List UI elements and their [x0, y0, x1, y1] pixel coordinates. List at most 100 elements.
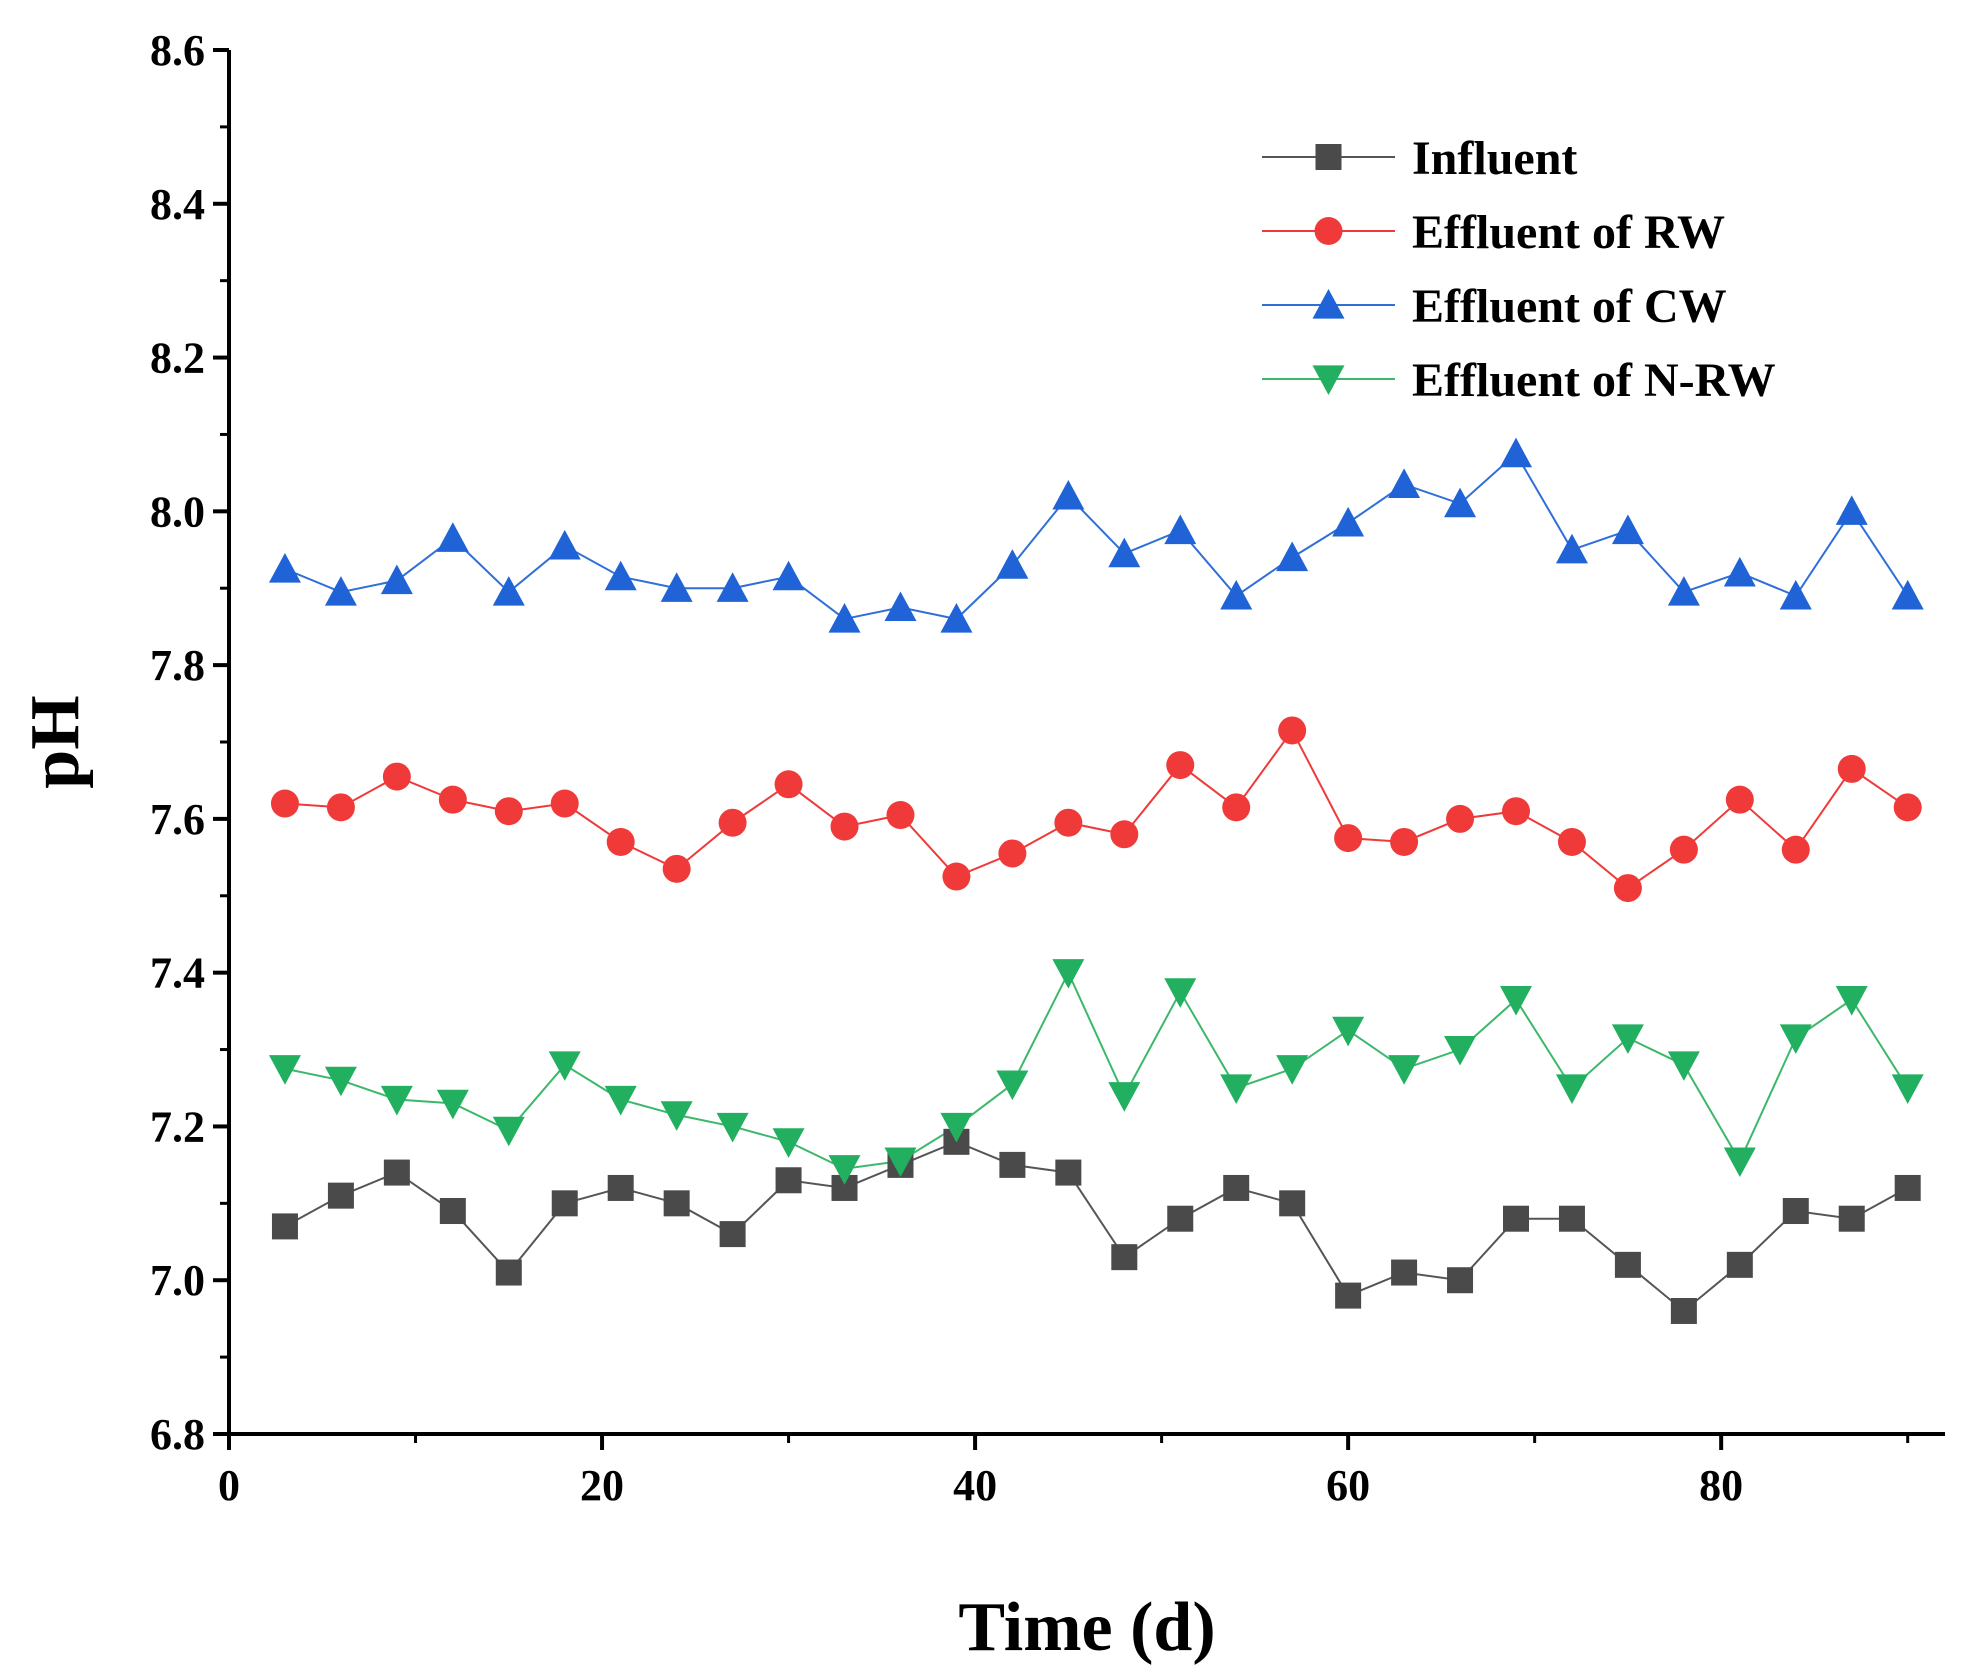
- legend-label-influent: Influent: [1412, 132, 1577, 185]
- legend-label-effluent-of-cw: Effluent of CW: [1412, 280, 1727, 333]
- data-point-effluent-of-n-rw: [1779, 1024, 1812, 1055]
- series-lines: [284, 452, 1909, 1313]
- legend-label-effluent-of-n-rw: Effluent of N-RW: [1412, 354, 1776, 407]
- legend: Influent Effluent of RW Effluent of CW Effl…: [1262, 132, 1776, 407]
- data-point-effluent-of-cw: [1164, 514, 1197, 545]
- y-tick-label: 8.4: [150, 180, 205, 229]
- data-point-effluent-of-cw: [1891, 579, 1924, 610]
- data-point-influent: [775, 1167, 802, 1194]
- data-point-influent: [1055, 1159, 1082, 1186]
- data-point-effluent-of-n-rw: [268, 1055, 301, 1085]
- data-point-effluent-of-n-rw: [492, 1116, 525, 1147]
- data-point-effluent-of-n-rw: [716, 1112, 749, 1143]
- data-point-effluent-of-rw: [1502, 797, 1530, 826]
- data-point-effluent-of-cw: [604, 560, 637, 591]
- data-point-effluent-of-n-rw: [1052, 959, 1085, 989]
- data-point-effluent-of-n-rw: [1500, 985, 1532, 1016]
- data-point-effluent-of-n-rw: [1164, 978, 1197, 1008]
- data-point-effluent-of-cw: [1052, 479, 1085, 510]
- data-point-effluent-of-rw: [1613, 874, 1642, 903]
- data-point-effluent-of-cw: [492, 576, 525, 606]
- data-point-effluent-of-rw: [1725, 785, 1754, 814]
- data-point-influent: [271, 1213, 298, 1240]
- data-point-effluent-of-cw: [1555, 533, 1588, 564]
- data-point-effluent-of-n-rw: [828, 1155, 861, 1185]
- data-point-effluent-of-rw: [662, 854, 691, 883]
- data-point-effluent-of-rw: [494, 797, 523, 826]
- y-tick-label: 8.2: [150, 334, 205, 383]
- data-point-influent: [607, 1174, 634, 1201]
- data-point-influent: [495, 1259, 522, 1286]
- data-point-effluent-of-rw: [886, 801, 915, 830]
- series-line-effluent-of-n-rw: [284, 970, 1909, 1170]
- data-point-influent: [719, 1221, 746, 1248]
- y-tick-label: 6.8: [150, 1410, 205, 1459]
- y-tick-label: 7.2: [150, 1102, 205, 1151]
- data-point-effluent-of-n-rw: [1723, 1147, 1756, 1178]
- data-point-influent: [1335, 1282, 1362, 1309]
- data-point-effluent-of-n-rw: [884, 1147, 917, 1178]
- data-point-influent: [1726, 1251, 1753, 1278]
- data-point-effluent-of-cw: [268, 553, 301, 583]
- legend-marker-effluent-of-n-rw: [1312, 365, 1345, 395]
- y-tick-label: 8.6: [150, 26, 205, 75]
- legend-label-effluent-of-rw: Effluent of RW: [1412, 206, 1725, 259]
- data-point-influent: [1167, 1205, 1194, 1232]
- data-point-effluent-of-n-rw: [436, 1089, 469, 1120]
- data-point-influent: [1447, 1267, 1474, 1294]
- data-point-effluent-of-n-rw: [1388, 1055, 1421, 1085]
- data-point-effluent-of-n-rw: [1332, 1016, 1365, 1047]
- data-point-effluent-of-cw: [1276, 541, 1309, 572]
- data-point-effluent-of-rw: [830, 812, 859, 841]
- data-point-effluent-of-n-rw: [1276, 1055, 1309, 1085]
- data-point-effluent-of-rw: [1222, 793, 1251, 822]
- data-point-influent: [551, 1190, 578, 1217]
- data-point-effluent-of-cw: [716, 572, 749, 602]
- data-point-effluent-of-cw: [1500, 437, 1532, 468]
- data-point-effluent-of-rw: [1278, 716, 1307, 745]
- y-tick-label: 7.0: [150, 1256, 205, 1305]
- legend-marker-influent: [1315, 144, 1342, 170]
- data-point-effluent-of-cw: [1779, 579, 1812, 610]
- data-point-influent: [1279, 1190, 1306, 1217]
- y-tick-label: 7.4: [150, 949, 205, 998]
- data-point-effluent-of-cw: [996, 549, 1029, 579]
- data-point-effluent-of-cw: [1723, 556, 1756, 587]
- data-point-effluent-of-cw: [548, 529, 581, 560]
- data-point-effluent-of-cw: [1220, 579, 1253, 610]
- data-point-effluent-of-cw: [436, 522, 469, 552]
- data-point-effluent-of-n-rw: [1611, 1024, 1644, 1055]
- data-point-influent: [1558, 1205, 1585, 1232]
- axis-ticks: 6.8 7.0 7.2 7.4 7.6 7.8 8.0 8.2 8.4 8.6 0 20 40 60 80: [150, 26, 1910, 1510]
- x-tick-label: 20: [580, 1461, 624, 1510]
- data-point-effluent-of-cw: [1332, 506, 1365, 537]
- data-point-effluent-of-cw: [324, 576, 357, 606]
- data-point-effluent-of-rw: [942, 862, 971, 891]
- data-point-effluent-of-n-rw: [380, 1085, 413, 1116]
- data-point-effluent-of-n-rw: [772, 1128, 805, 1158]
- x-axis-title: Time (d): [958, 1589, 1215, 1666]
- series-markers: [268, 437, 1924, 1324]
- data-point-effluent-of-rw: [1893, 793, 1922, 822]
- data-point-effluent-of-rw: [998, 839, 1027, 868]
- data-point-effluent-of-rw: [1446, 804, 1475, 833]
- data-point-effluent-of-rw: [270, 789, 299, 818]
- data-point-effluent-of-rw: [1781, 835, 1810, 864]
- data-point-influent: [1670, 1297, 1697, 1324]
- data-point-effluent-of-n-rw: [1835, 985, 1868, 1016]
- series-line-influent: [284, 1140, 1909, 1313]
- data-point-effluent-of-rw: [438, 785, 467, 814]
- data-point-effluent-of-n-rw: [1667, 1051, 1700, 1081]
- data-point-effluent-of-rw: [1837, 754, 1866, 783]
- data-point-effluent-of-cw: [1444, 487, 1477, 518]
- data-point-effluent-of-rw: [326, 793, 355, 822]
- data-point-effluent-of-rw: [550, 789, 579, 818]
- data-point-influent: [439, 1198, 466, 1225]
- legend-marker-effluent-of-rw: [1314, 217, 1343, 245]
- data-point-influent: [1782, 1198, 1809, 1225]
- data-point-influent: [383, 1159, 410, 1186]
- y-axis-title: pH: [17, 695, 94, 788]
- data-point-effluent-of-cw: [1108, 537, 1141, 568]
- data-point-effluent-of-cw: [1388, 468, 1421, 499]
- data-point-influent: [1894, 1174, 1921, 1201]
